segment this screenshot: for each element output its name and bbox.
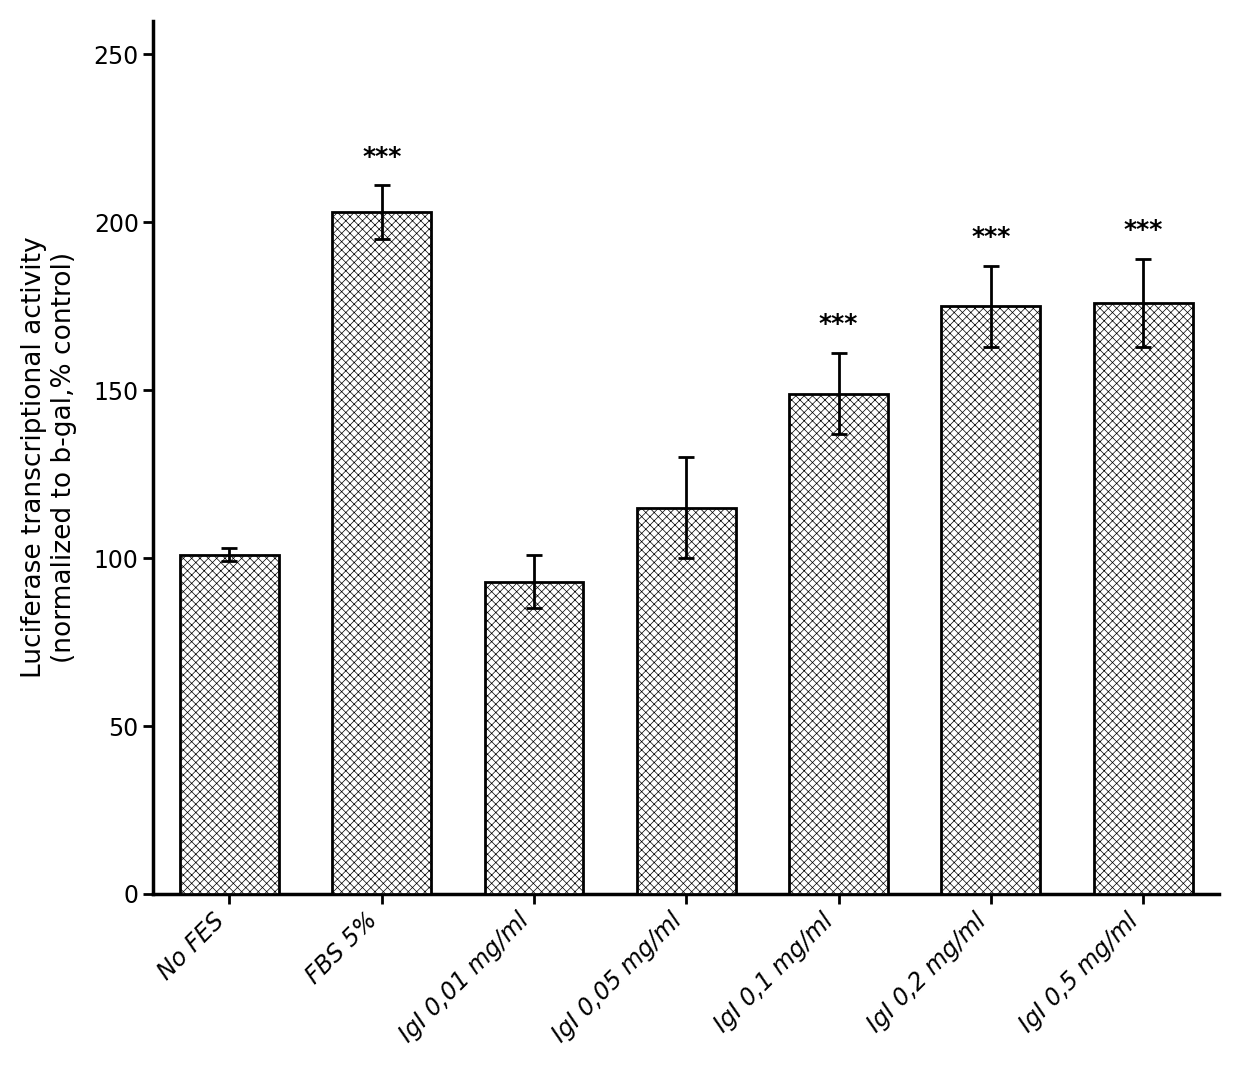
- Bar: [332, 213, 432, 894]
- Y-axis label: Luciferase transcriptional activity
(normalized to b-gal,% control): Luciferase transcriptional activity (nor…: [21, 236, 77, 678]
- Bar: [180, 554, 279, 894]
- Bar: [637, 507, 735, 894]
- Bar: [1094, 303, 1193, 894]
- Bar: [789, 394, 888, 894]
- Text: ***: ***: [362, 144, 402, 169]
- Text: ***: ***: [1123, 219, 1163, 242]
- Bar: [941, 307, 1040, 894]
- Bar: [485, 582, 584, 894]
- Text: ***: ***: [818, 313, 858, 336]
- Text: ***: ***: [971, 225, 1011, 249]
